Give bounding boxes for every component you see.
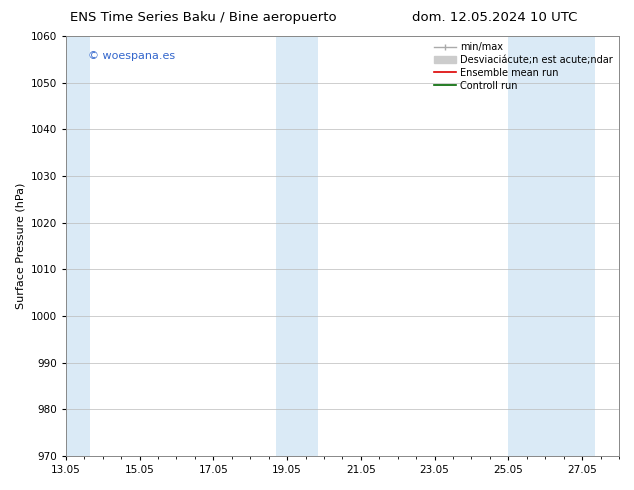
Text: ENS Time Series Baku / Bine aeropuerto: ENS Time Series Baku / Bine aeropuerto [70, 11, 336, 24]
Legend: min/max, Desviaciácute;n est acute;ndar, Ensemble mean run, Controll run: min/max, Desviaciácute;n est acute;ndar,… [431, 39, 616, 94]
Bar [508, 36, 595, 456]
Bar [276, 36, 318, 456]
Y-axis label: Surface Pressure (hPa): Surface Pressure (hPa) [15, 183, 25, 309]
Text: © woespana.es: © woespana.es [88, 51, 175, 61]
Text: dom. 12.05.2024 10 UTC: dom. 12.05.2024 10 UTC [412, 11, 577, 24]
Bar [66, 36, 90, 456]
